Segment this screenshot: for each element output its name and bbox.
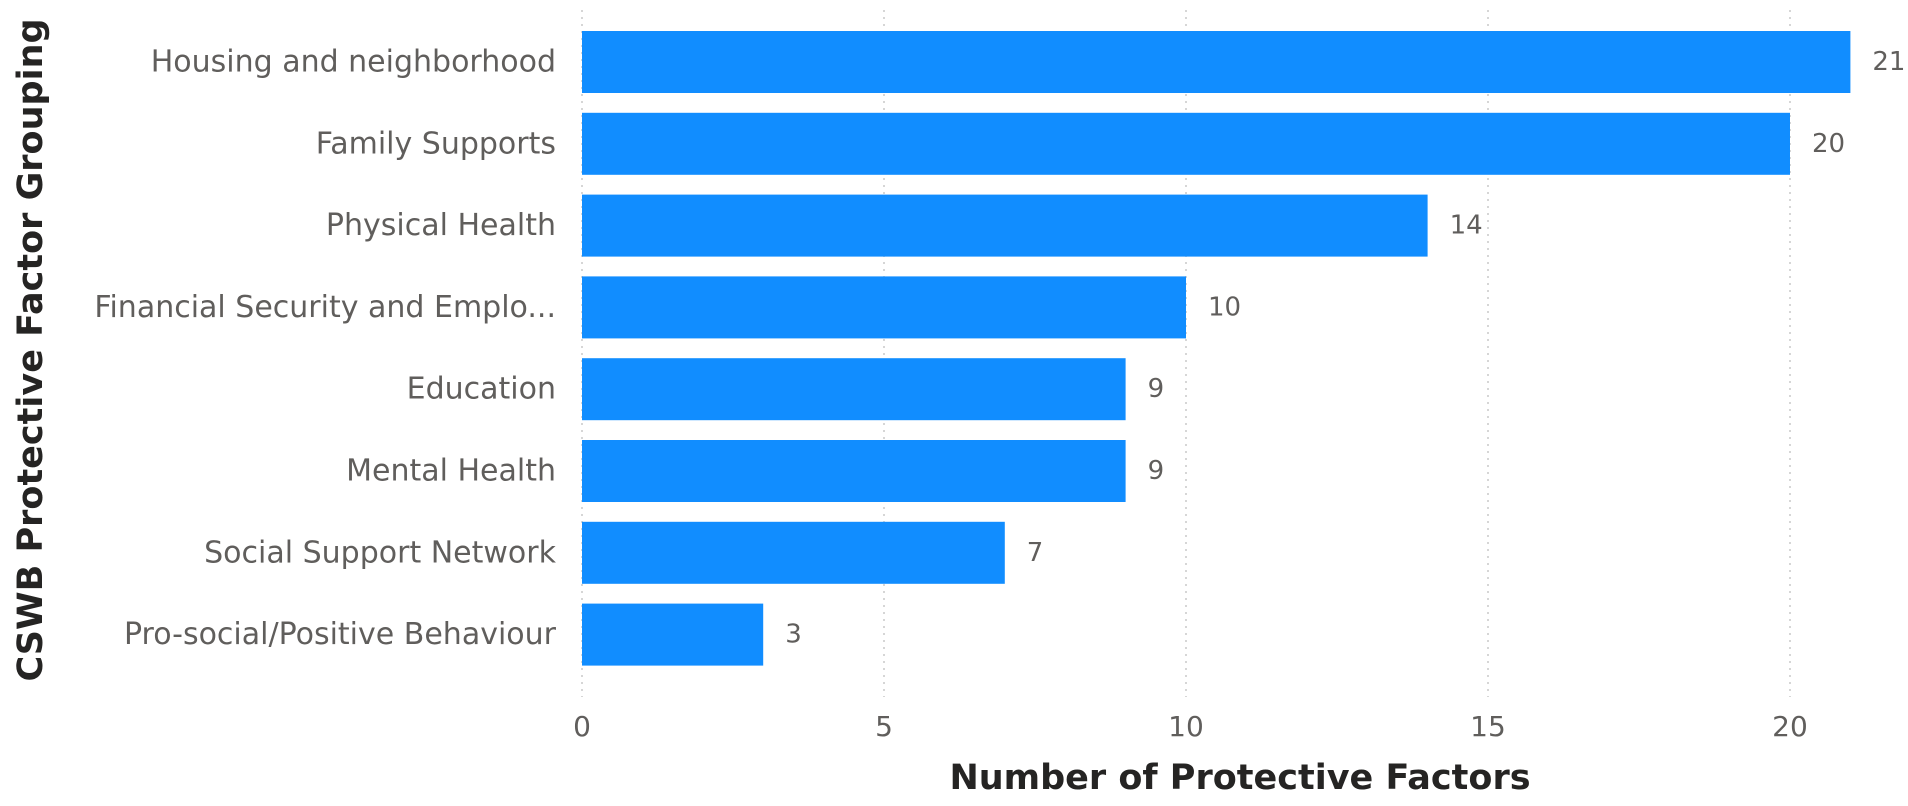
gridlines xyxy=(581,10,1791,697)
bar[interactable] xyxy=(582,358,1126,421)
x-tick-label: 15 xyxy=(1470,710,1506,743)
bar[interactable] xyxy=(582,440,1126,502)
category-label: Financial Security and Emplo... xyxy=(94,290,556,325)
data-label: 7 xyxy=(1027,538,1044,568)
data-label: 10 xyxy=(1208,292,1241,322)
x-tick-label: 5 xyxy=(875,710,893,743)
category-label: Pro-social/Positive Behaviour xyxy=(124,617,557,652)
bar[interactable] xyxy=(582,603,764,666)
bar[interactable] xyxy=(582,31,1851,93)
x-tick-label: 10 xyxy=(1168,710,1204,743)
data-label: 21 xyxy=(1872,47,1905,77)
x-tick-label: 0 xyxy=(573,710,591,743)
category-label: Education xyxy=(407,372,556,407)
x-axis-title: Number of Protective Factors xyxy=(949,758,1530,798)
category-labels: Housing and neighborhood Family Supports P… xyxy=(94,45,556,653)
bar[interactable] xyxy=(582,112,1790,175)
category-label: Mental Health xyxy=(346,454,556,489)
data-label: 14 xyxy=(1450,211,1483,241)
category-label: Social Support Network xyxy=(204,535,556,570)
data-label: 9 xyxy=(1148,374,1165,404)
category-label: Family Supports xyxy=(316,126,556,161)
data-label: 20 xyxy=(1812,129,1845,159)
category-label: Housing and neighborhood xyxy=(151,45,556,80)
bars xyxy=(582,31,1851,666)
bar[interactable] xyxy=(582,194,1428,257)
x-axis-ticks: 0 5 10 15 20 xyxy=(573,710,1808,743)
data-label: 3 xyxy=(785,620,802,650)
x-tick-label: 20 xyxy=(1772,710,1808,743)
bar[interactable] xyxy=(582,521,1005,584)
data-label: 9 xyxy=(1148,456,1165,486)
bar[interactable] xyxy=(582,276,1186,339)
category-label: Physical Health xyxy=(326,208,556,243)
y-axis-title: CSWB Protective Factor Grouping xyxy=(11,18,51,681)
data-labels: 21 20 14 10 9 9 7 3 xyxy=(785,47,1905,650)
